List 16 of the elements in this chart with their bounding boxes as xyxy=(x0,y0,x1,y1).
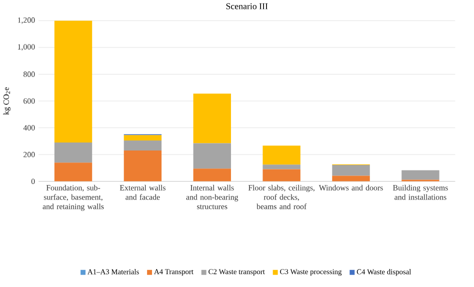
bar xyxy=(262,146,300,165)
chart-title: Scenario III xyxy=(226,3,268,10)
bar xyxy=(54,162,92,182)
bar xyxy=(193,168,231,182)
bar xyxy=(124,135,162,140)
bar xyxy=(124,150,162,182)
bar xyxy=(262,169,300,182)
bar xyxy=(193,143,231,169)
bar xyxy=(54,142,92,163)
bar xyxy=(332,164,370,176)
bar xyxy=(54,20,92,142)
bar xyxy=(124,140,162,150)
bar xyxy=(332,176,370,182)
bar xyxy=(402,170,440,180)
bar xyxy=(193,94,231,144)
bar xyxy=(262,164,300,170)
